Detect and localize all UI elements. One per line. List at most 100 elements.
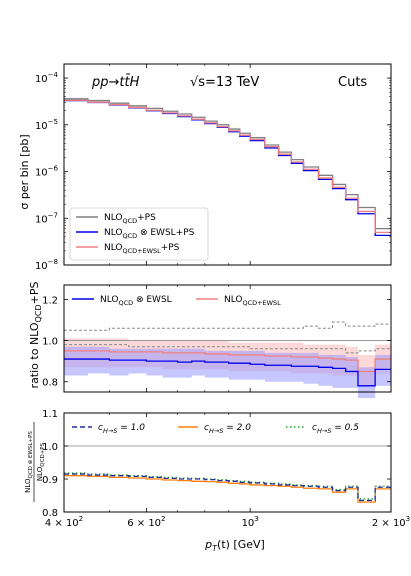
x-tick-exp: 2 bbox=[79, 515, 83, 523]
main-legend-label-2-sub: QCD bbox=[123, 232, 138, 240]
main-y-tick-exp: −7 bbox=[48, 211, 58, 219]
bottom-y-den-main: NLO bbox=[36, 466, 44, 481]
main-legend-label-3-tail: +PS bbox=[161, 243, 180, 253]
ratio-dashed-upper bbox=[64, 321, 391, 331]
bottom-y-tick-label: 0.8 bbox=[42, 508, 58, 519]
annotation-energy: √s=13 TeV bbox=[190, 75, 259, 90]
ratio-y-axis-label-tail: +PS bbox=[28, 282, 41, 305]
main-y-tick-base: 10 bbox=[35, 214, 48, 225]
main-y-tick-label: 10−6 bbox=[35, 165, 59, 179]
main-y-tick-label: 10−4 bbox=[35, 71, 59, 85]
x-tick-label: 4 × 102 bbox=[45, 515, 83, 529]
main-y-axis-label: σ per bin [pb] bbox=[18, 134, 31, 209]
main-y-tick-base: 10 bbox=[35, 261, 48, 272]
main-legend-label-3-sub: QCD+EWSL bbox=[123, 247, 162, 255]
main-legend-label-1: NLOQCD+PS bbox=[104, 213, 156, 225]
bottom-y-axis-label-denominator: NLOQCD+PS bbox=[36, 442, 46, 481]
ratio-legend-label-1-main: NLO bbox=[100, 295, 119, 305]
x-tick-label: 103 bbox=[242, 515, 259, 529]
ratio-y-tick-label: 1.2 bbox=[42, 295, 58, 306]
main-legend-label-1-sub: QCD bbox=[123, 217, 138, 225]
x-tick-label: 6 × 102 bbox=[127, 515, 165, 529]
ratio-dashed-lower bbox=[64, 344, 391, 354]
main-legend-box bbox=[69, 207, 209, 261]
bottom-legend: cH→S = 1.0 cH→S = 2.0 cH→S = 0.5 bbox=[72, 423, 359, 435]
main-y-tick-exp: −5 bbox=[48, 118, 58, 126]
main-y-tick-label: 10−7 bbox=[35, 211, 58, 225]
bottom-legend-label-1-sub: H→S bbox=[103, 427, 117, 435]
annotation-process: pp→tt̄H bbox=[91, 75, 140, 90]
main-legend-label-1-tail: +PS bbox=[137, 213, 156, 223]
main-legend-label-2: NLOQCD ⊗ EWSL+PS bbox=[104, 228, 195, 240]
x-axis-label-tail: (t) [GeV] bbox=[217, 538, 265, 551]
main-series-line-3 bbox=[64, 99, 391, 233]
bottom-panel: 0.80.91.01.14 × 102 6 × 102 103 2 × 103cH→S… bbox=[42, 409, 410, 529]
main-legend-label-3-main: NLO bbox=[104, 243, 123, 253]
bottom-legend-label-2-tail: = 2.0 bbox=[223, 423, 251, 433]
main-y-tick-exp: −6 bbox=[48, 165, 59, 173]
main-legend-label-2-main: NLO bbox=[104, 228, 123, 238]
x-axis-label-p: p bbox=[204, 538, 212, 551]
bottom-y-tick-label: 0.9 bbox=[42, 475, 58, 486]
x-tick-base: 4 × 10 bbox=[45, 518, 79, 529]
bottom-legend-label-2-sub: H→S bbox=[209, 427, 223, 435]
main-y-tick-label: 10−8 bbox=[35, 258, 58, 272]
bottom-legend-label-3-tail: = 0.5 bbox=[331, 423, 359, 433]
ratio-axes-frame bbox=[63, 284, 392, 393]
ratio-y-axis-label-main: ratio to NLO bbox=[28, 322, 41, 388]
main-legend-label-1-main: NLO bbox=[104, 213, 123, 223]
ratio-y-axis-label-sub: QCD bbox=[34, 304, 43, 322]
bottom-y-den-sub: QCD+PS bbox=[40, 442, 46, 466]
ratio-y-tick-label: 1.0 bbox=[42, 337, 58, 348]
bottom-y-axis-label: NLOQCD ⊗ EWSL+PS NLOQCD+PS bbox=[24, 422, 46, 502]
bottom-series-line-1 bbox=[64, 473, 391, 502]
ratio-legend-label-1-sub: QCD bbox=[119, 299, 134, 307]
x-axis-label: pT(t) [GeV] bbox=[204, 538, 265, 553]
ratio-legend-label-1-tail: ⊗ EWSL bbox=[133, 295, 172, 305]
x-tick-exp: 3 bbox=[406, 515, 410, 523]
main-axes-frame bbox=[63, 63, 392, 266]
bottom-legend-label-1-tail: = 1.0 bbox=[117, 423, 145, 433]
bottom-legend-label-3: cH→S = 0.5 bbox=[312, 423, 359, 435]
bottom-y-axis-label-numerator: NLOQCD ⊗ EWSL+PS bbox=[24, 431, 34, 493]
main-y-tick-base: 10 bbox=[35, 168, 48, 179]
x-tick-exp: 3 bbox=[254, 515, 258, 523]
ratio-legend-label-2: NLOQCD+EWSL bbox=[224, 295, 281, 307]
x-tick-base: 2 × 10 bbox=[372, 518, 406, 529]
ratio-series-qcd-plus-ewsl bbox=[64, 350, 391, 373]
main-y-tick-label: 10−5 bbox=[35, 118, 58, 132]
bottom-axes-frame bbox=[63, 412, 392, 513]
ratio-legend: NLOQCD ⊗ EWSL NLOQCD+EWSL bbox=[72, 295, 281, 307]
bottom-y-num-main: NLO bbox=[24, 478, 32, 493]
bottom-legend-label-2-main: c bbox=[204, 423, 209, 433]
main-y-tick-base: 10 bbox=[35, 74, 48, 85]
ratio-legend-label-2-main: NLO bbox=[224, 295, 243, 305]
x-tick-base: 6 × 10 bbox=[127, 518, 161, 529]
bottom-y-tick-label: 1.0 bbox=[42, 442, 58, 453]
ratio-panel: 0.81.01.2 NLOQCD ⊗ EWSL NLOQCD+EWSL bbox=[42, 284, 392, 399]
main-y-tick-exp: −4 bbox=[48, 71, 59, 79]
bottom-legend-label-1-main: c bbox=[98, 423, 103, 433]
x-axis-label-sub: T bbox=[212, 544, 218, 553]
main-y-tick-exp: −8 bbox=[48, 258, 58, 266]
ratio-series-qcd-times-ewsl bbox=[64, 358, 391, 387]
bottom-series-line-2 bbox=[64, 475, 391, 503]
bottom-legend-label-2: cH→S = 2.0 bbox=[204, 423, 251, 435]
x-tick-label: 2 × 103 bbox=[372, 515, 410, 529]
main-legend-label-2-tail: ⊗ EWSL+PS bbox=[137, 228, 195, 238]
x-tick-base: 10 bbox=[242, 518, 255, 529]
annotation-cuts: Cuts bbox=[338, 75, 367, 90]
bottom-legend-label-3-sub: H→S bbox=[317, 427, 331, 435]
ratio-y-tick-label: 0.8 bbox=[42, 378, 58, 389]
ratio-legend-label-1: NLOQCD ⊗ EWSL bbox=[100, 295, 172, 307]
ratio-y-axis-label: ratio to NLOQCD+PS bbox=[28, 282, 43, 389]
main-legend-label-3: NLOQCD+EWSL+PS bbox=[104, 243, 180, 255]
bottom-legend-label-1: cH→S = 1.0 bbox=[98, 423, 145, 435]
x-tick-exp: 2 bbox=[161, 515, 165, 523]
bottom-y-tick-label: 1.1 bbox=[42, 409, 58, 420]
bottom-legend-label-3-main: c bbox=[312, 423, 317, 433]
main-y-tick-base: 10 bbox=[35, 121, 48, 132]
